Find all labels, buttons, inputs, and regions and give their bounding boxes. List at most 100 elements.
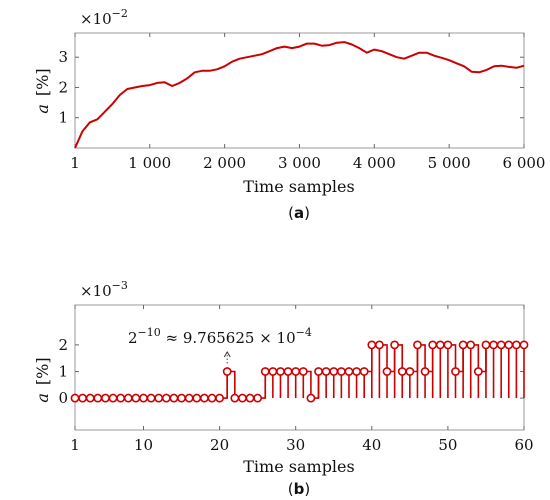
x-tick-label: 2 000 xyxy=(203,154,246,172)
stem-point xyxy=(367,340,377,350)
chart-a-x-ticks: 1 1 000 2 000 3 000 4 000 5 000 6 000 xyxy=(70,33,545,172)
stem-point xyxy=(321,367,331,376)
stem-point xyxy=(70,393,80,403)
stem-point xyxy=(207,393,217,403)
stem-point xyxy=(298,367,308,376)
stem-point xyxy=(443,340,453,350)
stem-point xyxy=(154,393,164,403)
stem-point xyxy=(192,393,202,403)
stem-point xyxy=(352,367,361,376)
stem-point xyxy=(481,340,491,350)
stem-point xyxy=(466,340,476,350)
stem-point xyxy=(283,367,293,376)
x-tick-label: 3 000 xyxy=(278,154,321,172)
stem-point xyxy=(123,393,133,403)
stem-point xyxy=(519,340,529,350)
x-tick-label: 6 000 xyxy=(503,154,546,172)
annotation-arrowhead xyxy=(223,351,231,358)
x-tick-label: 30 xyxy=(286,436,305,454)
stem-point xyxy=(382,367,392,376)
stem-point xyxy=(101,393,110,403)
chart-a-y-ticks: 1 2 3 xyxy=(58,48,524,127)
stem-point xyxy=(177,393,186,403)
stem-point xyxy=(344,367,354,376)
chart-a-xlabel: Time samples xyxy=(243,177,354,196)
chart-b: 1 10 20 30 40 50 60 0 1 2 ×10−3 a[%] 2−10 ≈ 9.76… xyxy=(33,279,534,498)
x-tick-label: 4 000 xyxy=(353,154,396,172)
stem-point xyxy=(184,393,194,403)
chart-b-annotation: 2−10 ≈ 9.765625 × 10−4 xyxy=(128,326,312,347)
chart-a-exponent: ×10−2 xyxy=(80,7,128,28)
y-tick-label: 1 xyxy=(58,109,68,127)
stem-point xyxy=(268,367,278,376)
chart-b-xlabel: Time samples xyxy=(243,457,354,476)
stem-point xyxy=(511,340,521,350)
stem-point xyxy=(131,393,141,403)
chart-a: 1 1 000 2 000 3 000 4 000 5 000 6 000 1 2 3 ×10−… xyxy=(33,7,545,222)
chart-a-panel-label: (a) xyxy=(288,204,310,222)
stem-point xyxy=(375,340,384,350)
stem-point xyxy=(336,367,346,376)
stem-point xyxy=(435,340,445,350)
stem-point xyxy=(161,393,171,403)
stem-point xyxy=(405,367,415,376)
chart-a-ylabel: a[%] xyxy=(33,68,52,113)
stem-point xyxy=(116,393,126,403)
stem-point xyxy=(420,367,430,376)
y-tick-label: 3 xyxy=(58,48,68,66)
stem-point xyxy=(458,340,468,350)
y-tick-label: 2 xyxy=(58,336,68,354)
stem-point xyxy=(245,393,255,403)
stem-point xyxy=(169,393,179,403)
x-tick-label: 1 xyxy=(70,154,80,172)
chart-b-panel-label: (b) xyxy=(288,480,310,498)
x-tick-label: 60 xyxy=(514,436,533,454)
x-tick-label: 1 xyxy=(70,436,80,454)
stem-point xyxy=(230,393,240,403)
chart-b-x-ticks: 1 10 20 30 40 50 60 xyxy=(70,305,534,454)
stem-point xyxy=(222,367,232,376)
stem-point xyxy=(390,340,400,350)
stem-point xyxy=(146,393,156,403)
stem-point xyxy=(199,393,209,403)
x-tick-label: 20 xyxy=(210,436,229,454)
y-tick-label: 0 xyxy=(58,389,68,407)
chart-b-exponent: ×10−3 xyxy=(80,279,128,300)
chart-b-ylabel: a[%] xyxy=(33,357,52,402)
series-line xyxy=(74,41,525,149)
chart-b-annotation-arrow xyxy=(223,351,231,364)
stem-point xyxy=(504,340,514,350)
stem-point xyxy=(496,340,506,350)
stem-point xyxy=(291,367,301,376)
stem-point xyxy=(85,393,95,403)
stem-point xyxy=(253,393,263,403)
x-tick-label: 1 000 xyxy=(128,154,171,172)
x-tick-label: 50 xyxy=(438,436,457,454)
stem-point xyxy=(314,367,323,376)
y-tick-label: 1 xyxy=(58,362,68,380)
stem-point xyxy=(473,367,483,376)
x-tick-label: 5 000 xyxy=(428,154,471,172)
chart-b-series xyxy=(70,340,529,403)
stem-point xyxy=(489,340,498,350)
x-tick-label: 40 xyxy=(362,436,381,454)
stem-point xyxy=(397,367,407,376)
stem-point xyxy=(329,367,339,376)
stem-point xyxy=(238,393,247,403)
stem-point xyxy=(451,367,460,376)
stem-point xyxy=(413,340,422,350)
stem-point xyxy=(428,340,438,350)
stem-point xyxy=(93,393,103,403)
y-tick-label: 2 xyxy=(58,78,68,96)
stem-point xyxy=(276,367,285,376)
x-tick-label: 10 xyxy=(134,436,153,454)
stem-point xyxy=(139,393,148,403)
stem-point xyxy=(359,367,369,376)
chart-a-frame xyxy=(74,32,525,149)
stem-point xyxy=(108,393,118,403)
stem-point xyxy=(260,367,270,376)
stem-point xyxy=(306,393,316,403)
chart-a-series xyxy=(74,41,525,149)
stem-point xyxy=(78,393,88,403)
